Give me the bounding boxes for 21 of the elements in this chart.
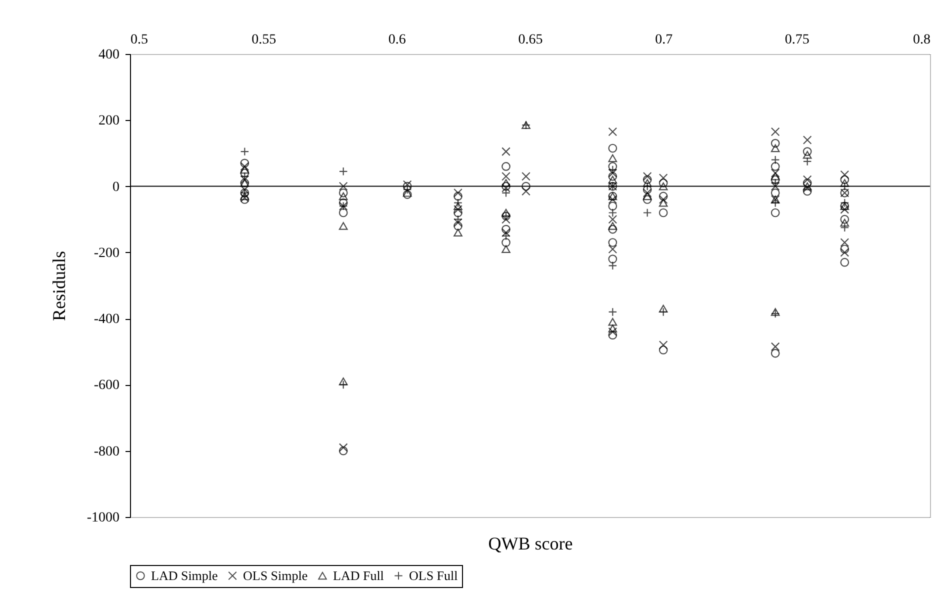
y-axis-title: Residuals — [48, 251, 69, 321]
x-tick-label: 0.6 — [388, 32, 406, 48]
legend-label: LAD Simple — [151, 568, 218, 583]
x-axis-title: QWB score — [488, 534, 573, 554]
y-tick-label: -1000 — [86, 510, 120, 526]
y-tick-label: -800 — [94, 444, 120, 460]
x-tick-label: 0.5 — [130, 32, 148, 48]
y-tick-label: 0 — [112, 180, 120, 195]
y-tick-label: -600 — [94, 378, 120, 394]
x-tick-label: 0.55 — [252, 32, 276, 48]
legend-label: OLS Full — [409, 568, 458, 583]
y-tick-label: 200 — [98, 114, 120, 129]
legend-label: LAD Full — [333, 568, 384, 583]
x-tick-label: 0.65 — [518, 32, 543, 48]
x-tick-label: 0.75 — [784, 32, 810, 48]
y-tick-label: -200 — [94, 246, 120, 261]
y-tick-label: -400 — [94, 312, 120, 328]
x-tick-label: 0.7 — [655, 32, 673, 48]
legend-label: OLS Simple — [243, 568, 308, 583]
y-tick-label: 400 — [98, 48, 120, 62]
x-tick-label: 0.8 — [913, 32, 930, 48]
